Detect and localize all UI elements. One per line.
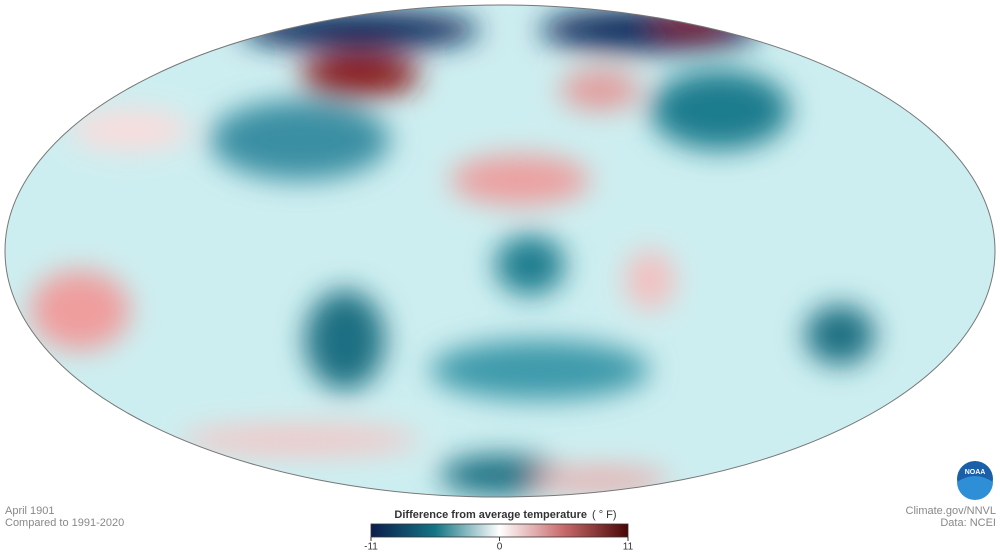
date: April 1901 [5, 505, 55, 517]
tick-label: -11 [364, 542, 378, 553]
logo: NOAA [957, 461, 993, 500]
logo-wave [957, 476, 993, 500]
logo-text: NOAA [965, 469, 986, 476]
color-bar [370, 523, 629, 538]
tick-label: 0 [497, 542, 503, 553]
legend-unit: ( ° F) [592, 509, 617, 521]
map-outline [4, 4, 996, 498]
tick-label: 11 [623, 542, 634, 553]
map [5, 5, 995, 497]
legend-title: Difference from average temperature [394, 509, 587, 521]
legend: Difference from average temperature ( ° … [370, 509, 629, 538]
data-credit: Data: NCEI [940, 517, 996, 529]
source: Climate.gov/NNVL [906, 505, 996, 517]
baseline: Compared to 1991-2020 [5, 517, 124, 529]
